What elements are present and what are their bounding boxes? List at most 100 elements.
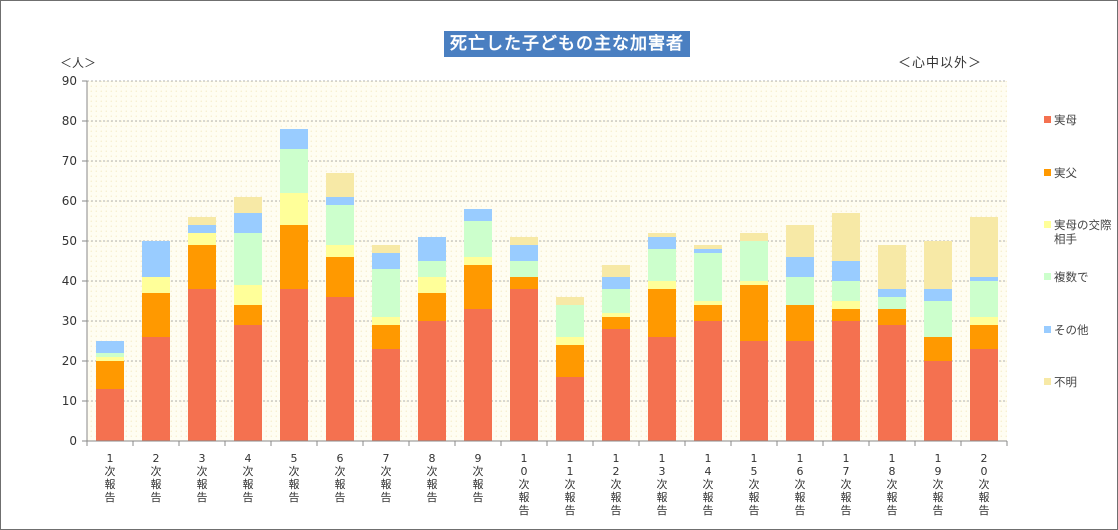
x-tick-label-16: 1 6 次報告 xyxy=(795,452,806,517)
x-tick-label-char: 次 xyxy=(979,477,990,491)
x-tick-label-12: 1 2 次報告 xyxy=(611,452,622,517)
bar-segment-1-1 xyxy=(96,389,124,441)
bar-segment-3-6 xyxy=(188,217,216,225)
bar-segment-17-3 xyxy=(832,301,860,309)
bar-segment-12-4 xyxy=(602,289,630,313)
x-tick-label-char: 9 xyxy=(475,452,482,465)
x-tick-label-char: 報 xyxy=(105,478,116,491)
bars xyxy=(96,129,998,441)
x-tick-label-char: 報 xyxy=(427,478,438,491)
bar-segment-17-1 xyxy=(832,321,860,441)
x-tick-label-char: 報 xyxy=(979,491,990,504)
bar-segment-19-1 xyxy=(924,361,952,441)
legend-label-4: 複数で xyxy=(1054,270,1089,284)
x-tick-label-char: 4 xyxy=(705,465,712,478)
bar-segment-13-4 xyxy=(648,249,676,281)
x-tick-label-char: 1 xyxy=(567,452,574,465)
bar-segment-14-5 xyxy=(694,249,722,253)
x-tick-label-char: 次 xyxy=(887,477,898,491)
x-tick-label-char: 次 xyxy=(151,464,162,478)
bar-segment-3-1 xyxy=(188,289,216,441)
y-tick-label-0: 0 xyxy=(69,434,77,448)
bar-segment-1-3 xyxy=(96,357,124,361)
x-tick-label-9: 9 次報告 xyxy=(473,452,484,504)
x-tick-label-char: 告 xyxy=(289,491,300,504)
legend-label-line: 複数で xyxy=(1054,270,1089,284)
x-tick-label-char: 告 xyxy=(151,491,162,504)
bar-segment-13-6 xyxy=(648,233,676,237)
x-tick-label-char: 告 xyxy=(887,504,898,517)
bar-segment-7-5 xyxy=(372,253,400,269)
x-tick-label-char: 1 xyxy=(705,452,712,465)
bar-segment-11-3 xyxy=(556,337,584,345)
x-tick-label-char: 8 xyxy=(889,465,896,478)
bar-segment-9-3 xyxy=(464,257,492,265)
y-tick-label-60: 60 xyxy=(62,194,77,208)
x-tick-label-char: 告 xyxy=(703,504,714,517)
x-tick-label-2: 2 次報告 xyxy=(151,452,162,504)
bar-segment-1-5 xyxy=(96,341,124,353)
x-tick-label-char: 告 xyxy=(979,504,990,517)
chart-title: 死亡した子どもの主な加害者 xyxy=(444,31,690,57)
x-tick-label-char: 報 xyxy=(197,478,208,491)
bar-segment-19-2 xyxy=(924,337,952,361)
x-tick-label-8: 8 次報告 xyxy=(427,452,438,504)
x-tick-label-char: 次 xyxy=(289,464,300,478)
bar-segment-8-4 xyxy=(418,261,446,277)
bar-segment-20-5 xyxy=(970,277,998,281)
x-tick-label-char: 告 xyxy=(611,504,622,517)
legend-label-1: 実母 xyxy=(1054,113,1077,127)
bar-segment-15-2 xyxy=(740,285,768,341)
legend-swatch-4 xyxy=(1044,273,1051,280)
bar-segment-11-2 xyxy=(556,345,584,377)
x-tick-label-char: 報 xyxy=(151,478,162,491)
bar-segment-8-3 xyxy=(418,277,446,293)
x-tick-label-char: 告 xyxy=(427,491,438,504)
x-tick-label-char: 8 xyxy=(429,452,436,465)
x-tick-label-char: 1 xyxy=(935,452,942,465)
x-tick-label-char: 1 xyxy=(659,452,666,465)
x-tick-label-char: 報 xyxy=(381,478,392,491)
x-tick-label-6: 6 次報告 xyxy=(335,452,346,504)
bar-segment-13-3 xyxy=(648,281,676,289)
legend-label-5: その他 xyxy=(1054,323,1089,337)
x-tick-label-char: 次 xyxy=(749,477,760,491)
x-tick-label-char: 報 xyxy=(933,491,944,504)
x-tick-label-11: 1 1 次報告 xyxy=(565,452,576,517)
x-tick-label-char: 報 xyxy=(657,491,668,504)
x-tick-label-char: 3 xyxy=(659,465,666,478)
x-tick-label-char: 6 xyxy=(337,452,344,465)
bar-segment-7-3 xyxy=(372,317,400,325)
bar-segment-17-4 xyxy=(832,281,860,301)
x-tick-label-char: 告 xyxy=(841,504,852,517)
bar-segment-5-2 xyxy=(280,225,308,289)
bar-segment-20-6 xyxy=(970,217,998,277)
x-tick-label-18: 1 8 次報告 xyxy=(887,452,898,517)
x-tick-label-char: 1 xyxy=(567,465,574,478)
x-tick-label-char: 報 xyxy=(749,491,760,504)
x-tick-label-char: 告 xyxy=(519,504,530,517)
bar-segment-15-3 xyxy=(740,281,768,285)
y-tick-label-90: 90 xyxy=(62,74,77,88)
plot-area-background xyxy=(87,81,1007,441)
legend-swatch-6 xyxy=(1044,378,1051,385)
x-tick-label-char: 告 xyxy=(381,491,392,504)
x-tick-label-char: 5 xyxy=(751,465,758,478)
x-tick-label-char: 1 xyxy=(521,452,528,465)
x-tick-label-char: 報 xyxy=(289,478,300,491)
x-tick-label-char: 報 xyxy=(243,478,254,491)
axes xyxy=(86,81,1008,446)
x-tick-label-4: 4 次報告 xyxy=(243,452,254,504)
bar-segment-6-4 xyxy=(326,205,354,245)
x-tick-label-char: 告 xyxy=(657,504,668,517)
x-tick-label-char: 4 xyxy=(245,452,252,465)
legend-swatch-3 xyxy=(1044,221,1051,228)
bar-segment-2-5 xyxy=(142,241,170,277)
bar-segment-2-1 xyxy=(142,337,170,441)
x-tick-label-5: 5 次報告 xyxy=(289,452,300,504)
x-tick-label-char: 2 xyxy=(981,452,988,465)
legend-label-line: 実母 xyxy=(1054,113,1077,127)
legend-label-3: 実母の交際相手 xyxy=(1054,218,1112,246)
bar-segment-5-5 xyxy=(280,129,308,149)
